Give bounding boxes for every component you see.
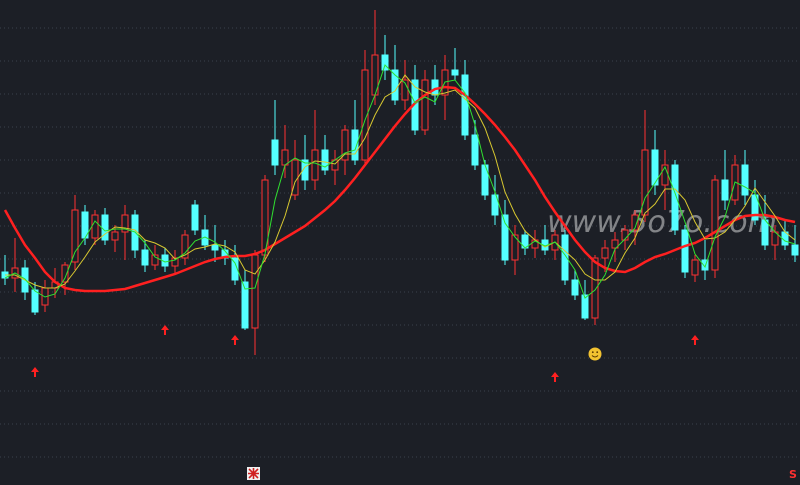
candle-body: [381, 54, 389, 71]
candle-body: [341, 129, 349, 161]
candle-body: [311, 149, 319, 181]
candle-body: [561, 234, 569, 281]
candle-body: [421, 79, 429, 131]
candle-body: [631, 214, 639, 231]
candle-body: [251, 254, 259, 329]
candle-body: [31, 289, 39, 313]
candle-body: [791, 244, 799, 256]
candle-body: [691, 259, 699, 276]
candle-body: [361, 69, 369, 161]
candle-body: [671, 164, 679, 231]
candle-body: [121, 214, 129, 233]
candle-body: [391, 69, 399, 101]
buy-signal-arrow: [231, 335, 239, 345]
candle-body: [591, 257, 599, 319]
candle-body: [271, 139, 279, 166]
smiley-mouth: [591, 355, 599, 358]
candle-body: [281, 149, 289, 166]
candle-body: [741, 164, 749, 196]
candle-body: [711, 179, 719, 271]
candle-body: [111, 231, 119, 241]
candle-body: [91, 214, 99, 239]
candle-body: [191, 204, 199, 231]
moving-average: [5, 74, 796, 289]
candle-body: [241, 281, 249, 329]
candle-body: [451, 69, 459, 76]
grid: [0, 27, 800, 458]
candle-body: [171, 257, 179, 267]
candle-body: [601, 247, 609, 259]
candle-body: [581, 294, 589, 319]
moving-average: [4, 64, 796, 299]
candle-body: [651, 149, 659, 186]
candle-body: [181, 234, 189, 259]
buy-signal-arrow: [551, 372, 559, 382]
buy-signal-arrow: [691, 335, 699, 345]
icon-glyph: [248, 468, 259, 479]
watermark: www.5o7o.com: [547, 205, 777, 240]
candle-body: [681, 229, 689, 273]
smiley: [588, 347, 602, 361]
candle-body: [71, 209, 79, 263]
candle-body: [461, 74, 469, 136]
smiley-eye: [596, 351, 599, 354]
candle-body: [501, 214, 509, 261]
candle-body: [751, 194, 759, 221]
candle-body: [471, 134, 479, 166]
candle-body: [611, 239, 619, 249]
candle-body: [511, 234, 519, 261]
candle-body: [641, 149, 649, 216]
candle-body: [211, 244, 219, 251]
buy-signal-arrow: [31, 367, 39, 377]
candle-body: [151, 254, 159, 266]
buy-signal-arrow: [161, 325, 169, 335]
marker-text: S: [789, 468, 797, 481]
moving-average: [3, 85, 796, 293]
candle-body: [61, 264, 69, 283]
candle-body: [301, 159, 309, 181]
candle-body: [761, 219, 769, 246]
candle-body: [571, 279, 579, 296]
candle-body: [491, 194, 499, 216]
smiley-face: [588, 347, 602, 361]
candle-body: [321, 149, 329, 171]
candle-body: [721, 179, 729, 201]
candle-body: [231, 257, 239, 281]
bottom-icon: [247, 467, 260, 480]
candle-body: [351, 129, 359, 161]
smiley-eye: [591, 351, 594, 354]
plot: [1, 10, 799, 382]
candle-body: [701, 259, 709, 271]
candle-body: [141, 249, 149, 266]
